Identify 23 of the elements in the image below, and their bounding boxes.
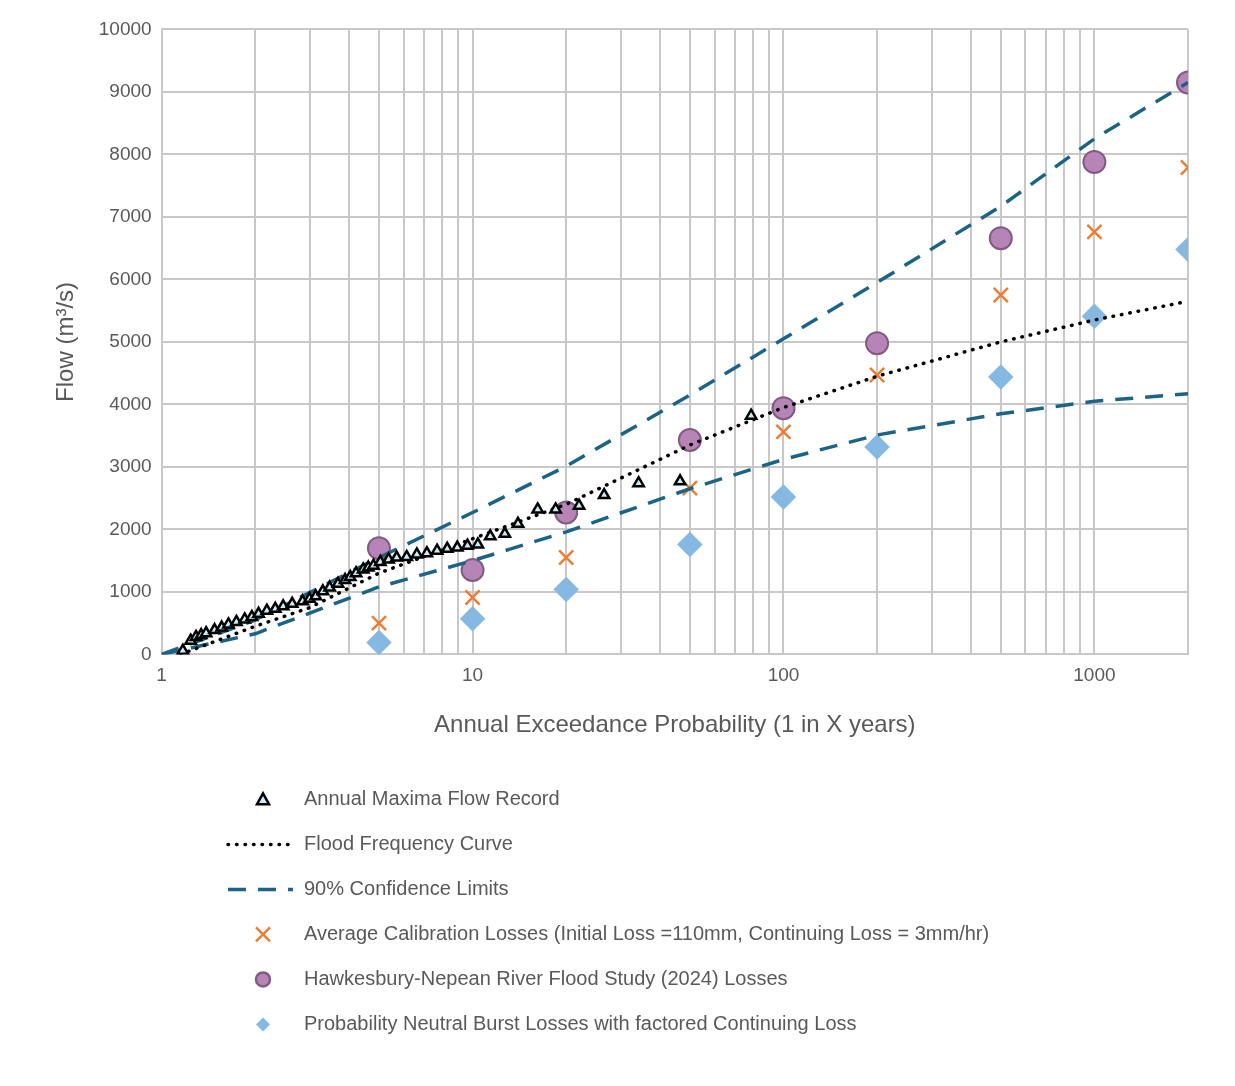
x-tick-label: 10 [461, 664, 484, 686]
y-tick-label: 6000 [109, 267, 152, 289]
x-axis-title: Annual Exceedance Probability (1 in X years) [434, 710, 916, 738]
x-tick-label: 1000 [1073, 664, 1116, 686]
y-tick-label: 2000 [109, 517, 152, 539]
y-tick-label: 4000 [109, 392, 152, 414]
y-tick-label: 7000 [109, 205, 152, 227]
y-tick-label: 1000 [109, 580, 152, 602]
y-tick-label: 5000 [109, 330, 152, 352]
y-tick-label: 8000 [109, 142, 152, 164]
x-tick-label: 1 [156, 664, 167, 686]
legend-label: Average Calibration Losses (Initial Loss =110mm, Continuing Loss = 3mm/hr) [304, 921, 990, 944]
x-tick-label: 100 [767, 664, 800, 686]
legend-label: 90% Confidence Limits [304, 876, 509, 899]
legend-label: Annual Maxima Flow Record [304, 786, 560, 809]
y-tick-label: 0 [141, 642, 152, 664]
legend-label: Flood Frequency Curve [304, 831, 513, 854]
y-tick-label: 9000 [109, 80, 152, 102]
y-tick-label: 3000 [109, 455, 152, 477]
legend-label: Probability Neutral Burst Losses with factored Continuing Loss [304, 1011, 857, 1034]
y-axis-title: Flow (m³/s) [51, 281, 79, 402]
legend-label: Hawkesbury-Nepean River Flood Study (2024) Losses [304, 966, 788, 989]
y-tick-label: 10000 [98, 17, 152, 39]
